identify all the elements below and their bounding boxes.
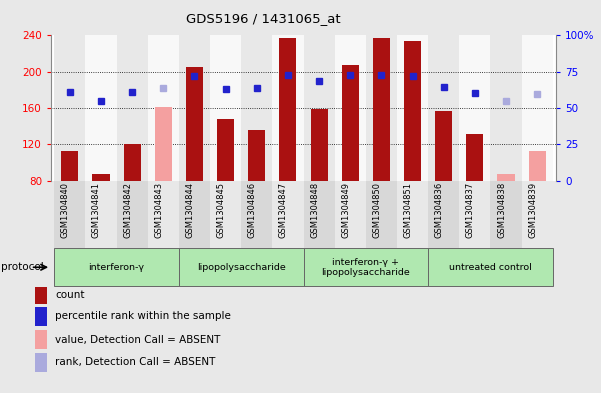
Bar xyxy=(304,248,428,286)
Bar xyxy=(148,35,179,181)
Bar xyxy=(54,181,85,248)
Bar xyxy=(459,181,490,248)
Bar xyxy=(279,38,296,181)
Bar xyxy=(342,65,359,181)
Bar xyxy=(54,35,85,181)
Bar xyxy=(272,35,304,181)
Bar xyxy=(217,119,234,181)
Bar xyxy=(85,181,117,248)
Bar xyxy=(459,35,490,181)
Text: interferon-γ: interferon-γ xyxy=(88,263,144,272)
Bar xyxy=(490,35,522,181)
Text: GSM1304849: GSM1304849 xyxy=(341,182,350,238)
Text: GSM1304846: GSM1304846 xyxy=(248,182,257,238)
Bar xyxy=(435,111,453,181)
Bar xyxy=(61,151,78,181)
Text: GSM1304842: GSM1304842 xyxy=(123,182,132,238)
Bar xyxy=(241,181,272,248)
Text: interferon-γ +
lipopolysaccharide: interferon-γ + lipopolysaccharide xyxy=(322,257,410,277)
Bar xyxy=(179,35,210,181)
Text: GSM1304850: GSM1304850 xyxy=(373,182,382,238)
Bar xyxy=(304,35,335,181)
Bar xyxy=(311,109,328,181)
Text: GSM1304838: GSM1304838 xyxy=(497,182,506,239)
Bar xyxy=(428,181,459,248)
Text: protocol: protocol xyxy=(1,262,44,272)
Bar xyxy=(428,35,459,181)
Text: GSM1304847: GSM1304847 xyxy=(279,182,288,238)
Bar xyxy=(154,107,172,181)
Text: count: count xyxy=(55,290,85,300)
Text: percentile rank within the sample: percentile rank within the sample xyxy=(55,311,231,321)
Bar xyxy=(117,181,148,248)
Bar xyxy=(490,181,522,248)
Bar xyxy=(373,38,390,181)
Bar xyxy=(85,35,117,181)
Bar xyxy=(124,143,141,181)
Bar xyxy=(248,130,265,181)
Bar xyxy=(529,151,546,181)
Text: GSM1304837: GSM1304837 xyxy=(466,182,475,239)
Text: GSM1304839: GSM1304839 xyxy=(528,182,537,238)
Bar xyxy=(366,35,397,181)
Bar xyxy=(35,285,47,304)
Bar xyxy=(117,35,148,181)
Bar xyxy=(522,35,553,181)
Bar xyxy=(179,181,210,248)
Bar xyxy=(93,174,109,181)
Text: untreated control: untreated control xyxy=(449,263,532,272)
Bar xyxy=(366,181,397,248)
Text: value, Detection Call = ABSENT: value, Detection Call = ABSENT xyxy=(55,334,221,345)
Bar xyxy=(304,181,335,248)
Bar xyxy=(35,330,47,349)
Bar xyxy=(179,248,304,286)
Bar xyxy=(35,307,47,326)
Bar xyxy=(335,35,366,181)
Bar xyxy=(241,35,272,181)
Bar xyxy=(522,181,553,248)
Bar xyxy=(498,174,514,181)
Text: lipopolysaccharide: lipopolysaccharide xyxy=(197,263,285,272)
Text: GSM1304840: GSM1304840 xyxy=(61,182,70,238)
Bar xyxy=(428,248,553,286)
Bar xyxy=(466,134,483,181)
Bar xyxy=(148,181,179,248)
Text: GDS5196 / 1431065_at: GDS5196 / 1431065_at xyxy=(186,12,340,25)
Text: GSM1304843: GSM1304843 xyxy=(154,182,163,238)
Bar xyxy=(210,181,241,248)
Text: GSM1304848: GSM1304848 xyxy=(310,182,319,238)
Text: GSM1304836: GSM1304836 xyxy=(435,182,444,239)
Bar xyxy=(335,181,366,248)
Text: GSM1304844: GSM1304844 xyxy=(186,182,195,238)
Bar xyxy=(35,353,47,372)
Bar xyxy=(397,181,428,248)
Bar xyxy=(397,35,428,181)
Bar xyxy=(404,41,421,181)
Text: GSM1304845: GSM1304845 xyxy=(216,182,225,238)
Bar xyxy=(186,67,203,181)
Text: rank, Detection Call = ABSENT: rank, Detection Call = ABSENT xyxy=(55,357,216,367)
Text: GSM1304851: GSM1304851 xyxy=(404,182,412,238)
Bar xyxy=(272,181,304,248)
Bar xyxy=(210,35,241,181)
Text: GSM1304841: GSM1304841 xyxy=(92,182,101,238)
Bar xyxy=(54,248,179,286)
